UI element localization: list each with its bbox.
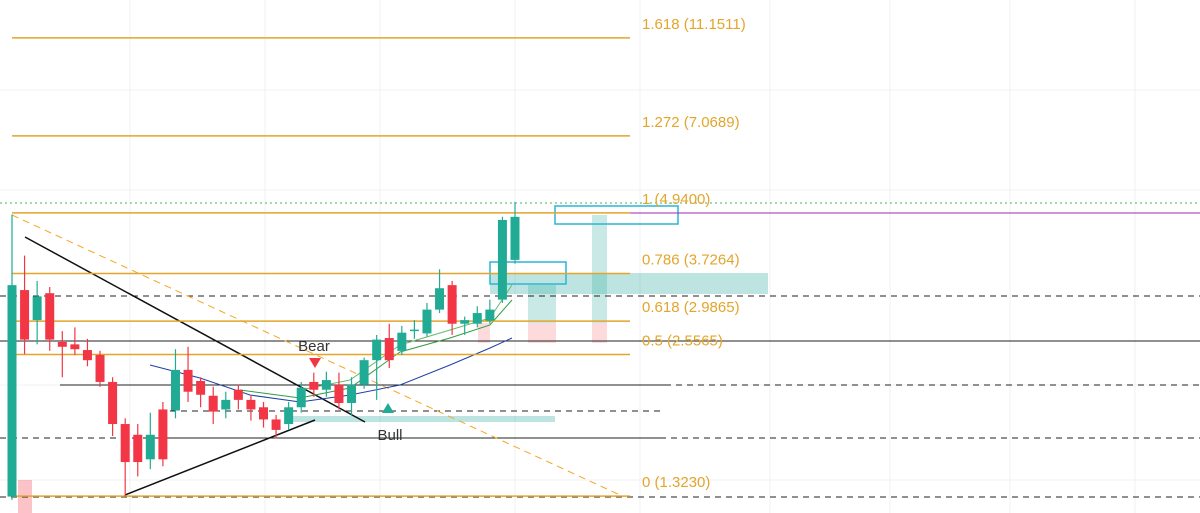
candle-body — [70, 344, 80, 350]
candle-body — [435, 288, 445, 310]
candle-body — [7, 285, 17, 497]
candle-body — [409, 329, 419, 332]
candle-body — [108, 381, 118, 425]
candle-body — [472, 313, 482, 324]
candle-body — [183, 369, 193, 392]
candle-body — [221, 399, 231, 410]
candle-body — [246, 399, 256, 410]
fib-label: 1.272 (7.0689) — [642, 114, 740, 131]
candle-body — [296, 387, 306, 408]
annotation: Bull — [377, 427, 402, 444]
candle-body — [321, 380, 331, 390]
candle-body — [95, 355, 105, 382]
candle-body — [133, 434, 143, 463]
candle-body — [347, 384, 357, 404]
candle-body — [384, 338, 394, 361]
candle-body — [32, 296, 42, 321]
candle-body — [460, 320, 470, 324]
candle-body — [284, 407, 294, 425]
candle-body — [422, 309, 432, 334]
candle-body — [259, 407, 268, 420]
candle-body — [372, 339, 382, 361]
fib-label: 0.786 (3.7264) — [642, 251, 740, 268]
candle-body — [485, 309, 495, 321]
fib-label: 1.618 (11.1511) — [642, 16, 746, 33]
candle-body — [510, 216, 520, 260]
candle-body — [196, 381, 206, 395]
candle-body — [82, 350, 92, 361]
candle-body — [359, 360, 369, 385]
candle-body — [447, 285, 457, 324]
candle-body — [45, 293, 55, 340]
candle-body — [309, 381, 319, 390]
fib-label: 0.5 (2.5565) — [642, 332, 723, 349]
candle-body — [145, 434, 155, 460]
candle-body — [158, 409, 168, 460]
drawings — [0, 202, 1200, 513]
candle-body — [334, 384, 344, 404]
fib-label: 1 (4.9400) — [642, 191, 710, 208]
candle-body — [57, 341, 67, 347]
fib-label: 0.618 (2.9865) — [642, 299, 740, 316]
candle-body — [120, 424, 130, 463]
candle-body — [170, 369, 180, 411]
candle-body — [397, 332, 407, 351]
candle-body — [271, 419, 281, 430]
annotation: Bear — [298, 338, 330, 355]
candle-body — [233, 389, 243, 400]
candle-body — [208, 395, 218, 412]
fib-label: 0 (1.3230) — [642, 474, 710, 491]
candle-body — [20, 290, 30, 340]
candle-body — [497, 219, 507, 300]
